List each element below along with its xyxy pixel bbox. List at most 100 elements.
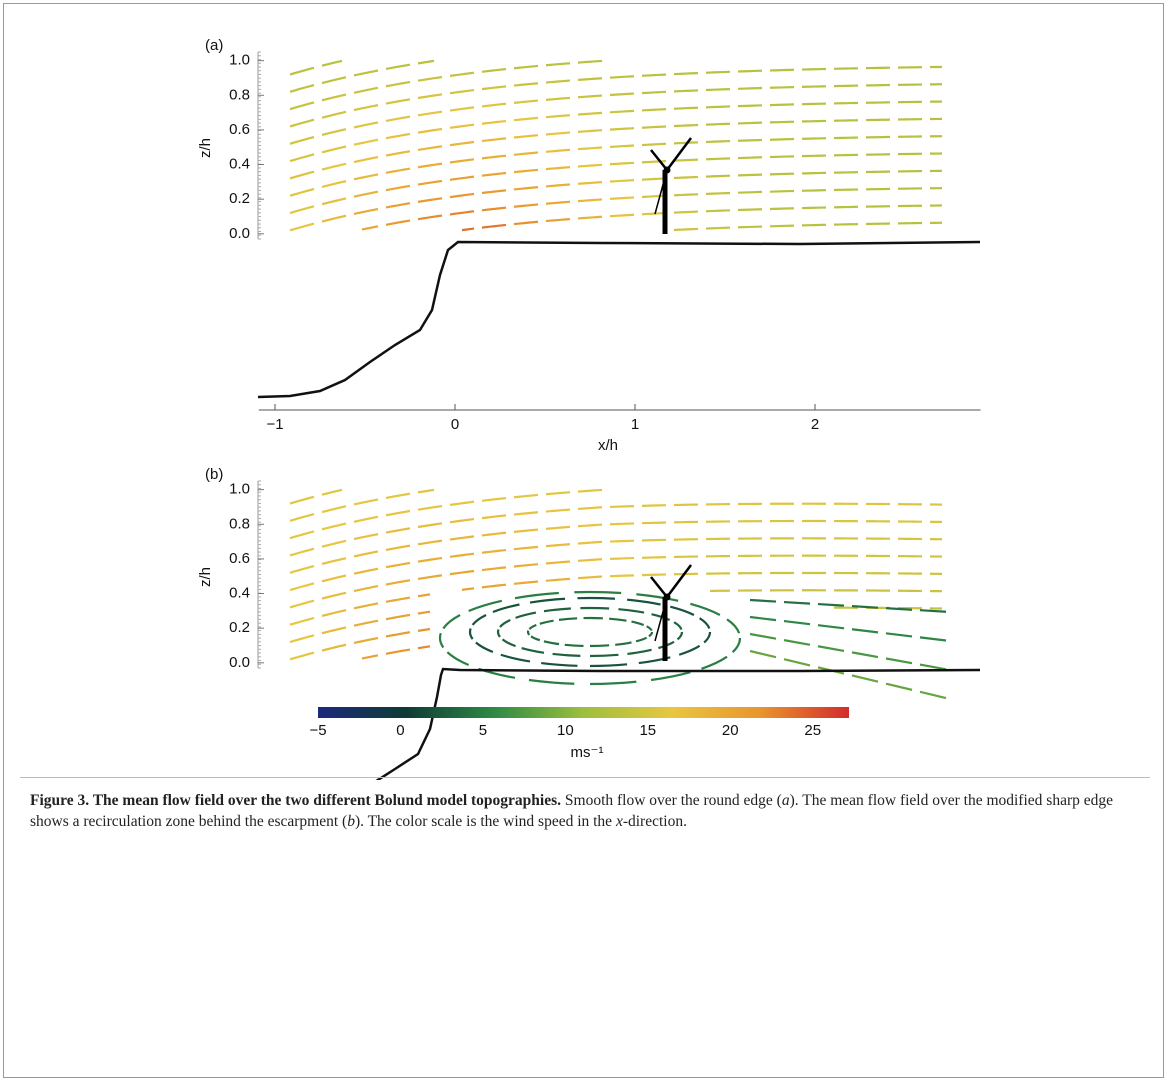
streamline [641, 90, 667, 95]
streamline [833, 67, 859, 70]
streamline [289, 547, 315, 557]
streamline [417, 214, 443, 221]
streamline [321, 93, 347, 102]
streamline [545, 200, 571, 205]
streamline [673, 158, 699, 162]
streamline [705, 105, 731, 109]
streamline [609, 213, 635, 218]
turbine-blade [666, 564, 692, 598]
streamline [289, 153, 315, 163]
streamline [801, 137, 827, 140]
vortex-streamline [885, 657, 913, 665]
vortex-streamline [678, 644, 701, 656]
streamline [417, 574, 443, 581]
streamline [289, 599, 315, 609]
streamline [545, 577, 571, 582]
streamline [513, 99, 539, 104]
streamline [353, 138, 379, 146]
vortex-streamline [749, 598, 777, 603]
turbine-blade [654, 169, 668, 215]
streamline [513, 116, 539, 122]
streamline [449, 535, 475, 541]
streamline [545, 508, 571, 513]
streamline [769, 172, 795, 176]
streamline [353, 86, 379, 94]
streamlines [289, 59, 943, 232]
streamlines [289, 488, 947, 700]
streamline [545, 491, 571, 496]
vortex-streamline [851, 651, 879, 659]
y-tick-label: 1.0 [229, 52, 250, 69]
caption-text: -direction. [622, 813, 687, 830]
streamline [449, 175, 475, 181]
streamline [449, 140, 475, 147]
streamline [577, 111, 603, 116]
streamline [417, 539, 443, 546]
streamline [641, 573, 667, 577]
vortex-streamline [471, 614, 487, 626]
vortex-streamline [521, 647, 545, 654]
streamline [385, 509, 411, 517]
streamline [577, 163, 603, 168]
streamline [577, 523, 603, 528]
vortex-streamline [783, 658, 811, 667]
turbine-blade [654, 596, 668, 642]
caption-text: a [781, 792, 790, 809]
vortex-streamline [749, 615, 777, 622]
wind-turbine [650, 564, 692, 661]
vortex-streamline [885, 607, 913, 611]
streamline [321, 643, 347, 652]
y-tick-label: 0.4 [229, 585, 250, 602]
streamline [801, 154, 827, 158]
streamline [417, 110, 443, 117]
streamline [641, 108, 667, 112]
streamline [545, 62, 571, 67]
streamline [481, 223, 507, 229]
streamline [353, 567, 379, 575]
vortex-streamline [919, 636, 947, 642]
streamline [545, 166, 571, 171]
streamline [449, 88, 475, 95]
streamline [609, 574, 635, 578]
streamline [833, 223, 859, 226]
vortex-streamline [468, 628, 474, 640]
streamline [417, 162, 443, 169]
streamline [417, 75, 443, 82]
streamline [289, 634, 315, 644]
turbine-blade [666, 137, 692, 171]
streamline [705, 191, 731, 196]
streamline [449, 123, 475, 129]
vortex-streamline [589, 644, 610, 648]
x-tick-label: 2 [811, 416, 819, 433]
panel-label: (b) [205, 466, 223, 483]
streamline [321, 162, 347, 171]
vortex-streamline [627, 648, 652, 656]
streamline [833, 153, 859, 157]
streamline [641, 556, 667, 559]
streamline [737, 190, 763, 194]
streamline [353, 584, 379, 593]
streamline [353, 498, 379, 506]
streamline [481, 514, 507, 520]
streamline [513, 151, 539, 156]
streamline [641, 211, 667, 216]
streamline [513, 82, 539, 87]
vortex-streamline [726, 618, 741, 634]
streamline [833, 171, 859, 174]
streamline [353, 104, 379, 112]
streamline [289, 222, 315, 232]
streamline [289, 187, 315, 197]
streamline [353, 207, 379, 216]
streamline [481, 85, 507, 91]
streamline [577, 506, 603, 511]
streamline [385, 544, 411, 551]
caption-text: Smooth flow over the round edge ( [561, 792, 782, 809]
streamline [609, 522, 635, 526]
streamline [321, 214, 347, 223]
streamline [705, 139, 731, 144]
vortex-streamline [919, 663, 947, 671]
colorbar-tick-label: 10 [557, 722, 574, 739]
streamline [609, 505, 635, 509]
x-tick-label: 0 [451, 416, 459, 433]
y-axis-label: z/h [197, 138, 214, 158]
